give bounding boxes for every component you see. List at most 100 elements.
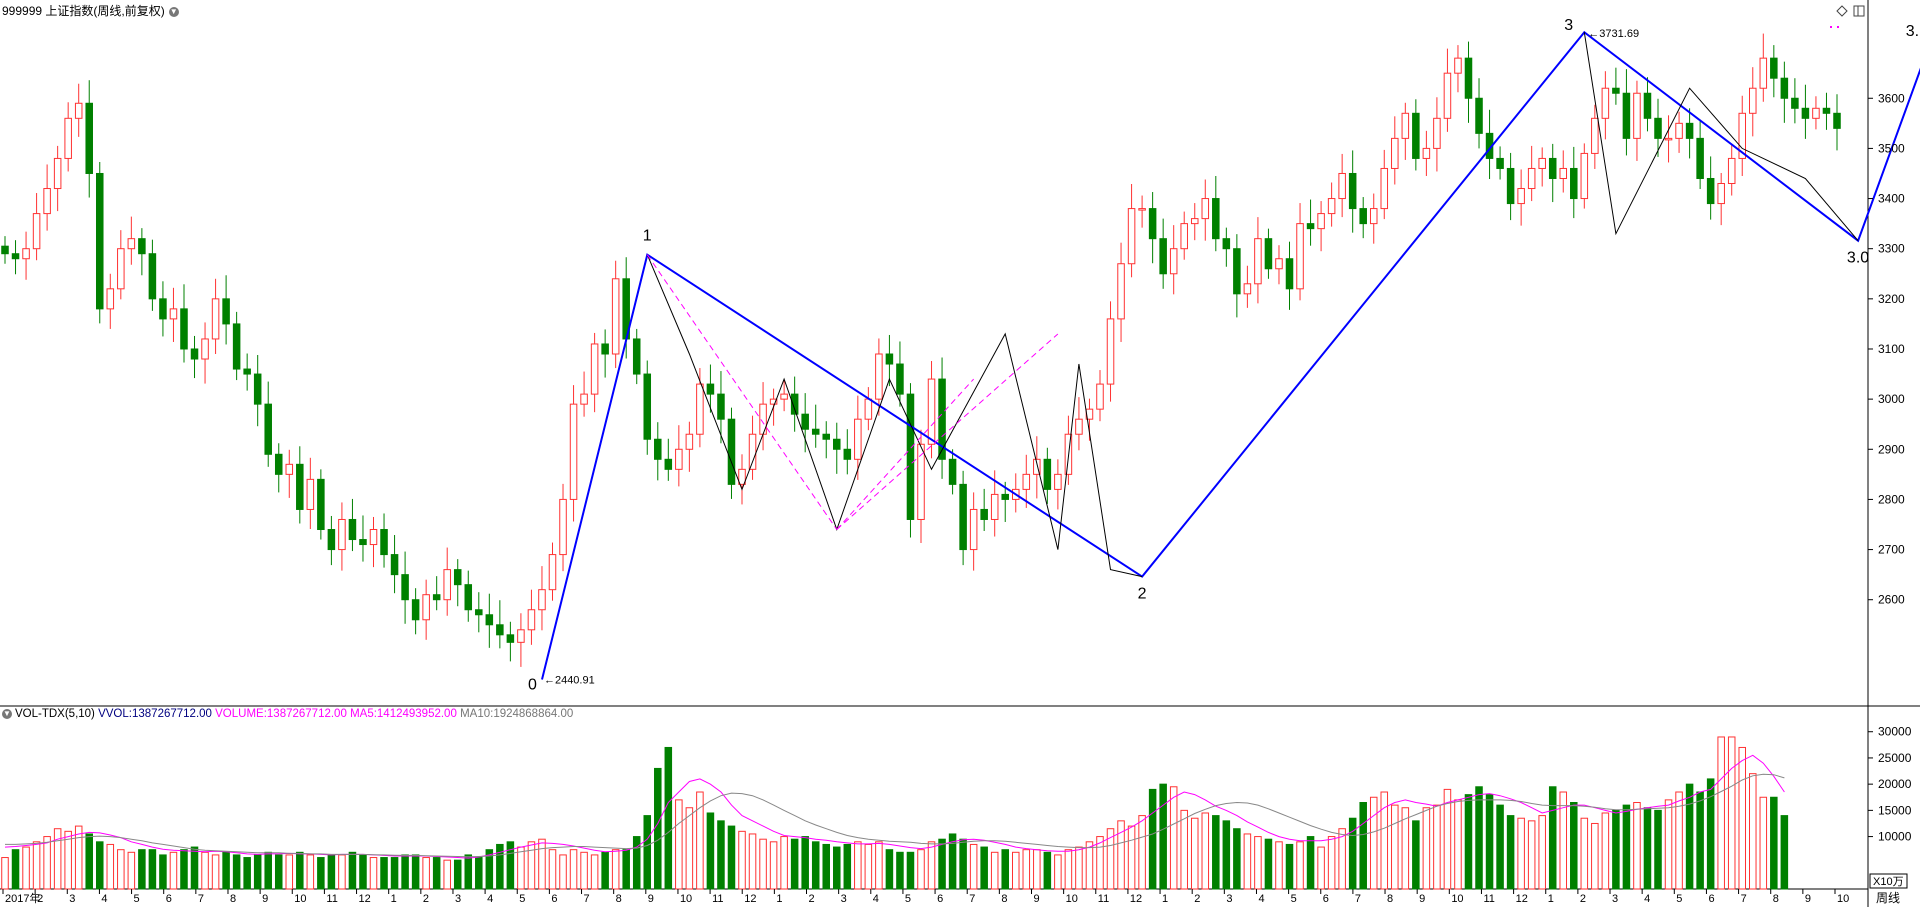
candle-body [1580, 152, 1589, 200]
candle-body [896, 363, 904, 395]
time-tick-label: 3 [455, 893, 461, 905]
volume-unit: X10万 [1873, 876, 1904, 888]
volume-bar [717, 820, 725, 890]
candle-body [1570, 167, 1578, 200]
candle-body [917, 443, 925, 520]
volume-bar [359, 854, 367, 890]
time-tick-label: 1 [391, 893, 397, 905]
time-tick-label: 6 [937, 893, 943, 905]
candle-body [159, 298, 167, 320]
candlesticks [1, 33, 1841, 667]
volume-bar [1306, 836, 1315, 890]
volume-bar [822, 843, 831, 890]
candle-body [1643, 92, 1652, 119]
volume-bar [1612, 809, 1620, 890]
price-tick-label: 2800 [1878, 492, 1905, 506]
vvol-value: 1387267712.00 [131, 708, 212, 720]
volume-bar [706, 812, 715, 890]
candle-body [1306, 223, 1315, 230]
vvol-label: VVOL: [98, 708, 132, 720]
ma5-value: 1412493952.00 [376, 708, 457, 720]
candle-body [517, 629, 525, 643]
candle-body [1222, 238, 1231, 250]
candle-body [1717, 183, 1725, 205]
candle-body [148, 253, 157, 300]
volume-bar [1254, 836, 1262, 890]
period-label[interactable]: 周线 [1876, 891, 1900, 905]
time-tick-label: 8 [230, 893, 236, 905]
volume-bar [1064, 849, 1073, 890]
candle-body [1738, 112, 1747, 159]
volume-bar [738, 830, 746, 890]
candle-body [85, 102, 93, 174]
volume-bar [1043, 851, 1052, 890]
candle-body [1412, 112, 1420, 159]
candle-body [643, 373, 652, 440]
time-tick-label: 6 [166, 893, 172, 905]
candle-body [1327, 198, 1336, 215]
volume-bar [1022, 849, 1031, 890]
candle-body [32, 213, 41, 250]
volume-bar [1548, 786, 1557, 890]
volume-header: ▼ VOL-TDX(5,10) VVOL:1387267712.00 VOLUME… [2, 708, 573, 720]
candle-body [327, 529, 336, 551]
chevron-down-icon[interactable]: ▼ [2, 708, 12, 719]
volume-bar [1664, 799, 1673, 890]
time-tick-label: 2 [423, 893, 429, 905]
candle-body [1548, 157, 1557, 179]
volume-bar [727, 825, 736, 890]
time-tick-label: 9 [1033, 893, 1039, 905]
volume-bar [1496, 804, 1504, 890]
time-tick-label: 5 [519, 893, 525, 905]
volume-bar [180, 849, 188, 890]
volume-bar [1369, 796, 1378, 890]
volume-bar [1338, 828, 1346, 890]
candle-body [1369, 208, 1378, 225]
candle-body [959, 483, 967, 551]
candle-body [717, 393, 725, 420]
volume-bar [559, 854, 567, 890]
candle-body [201, 338, 209, 360]
candle-body [843, 448, 852, 460]
time-tick-label: 3 [69, 893, 75, 905]
time-tick-label: 7 [198, 893, 204, 905]
volume-bar [380, 857, 388, 890]
volume-bar [601, 851, 609, 890]
candle-body [1706, 177, 1715, 205]
time-tick-label: 11 [1483, 893, 1494, 905]
volume-bar [1296, 841, 1304, 890]
time-tick-label: 9 [1419, 893, 1425, 905]
volume-bar [1464, 794, 1473, 890]
time-tick-label: 4 [101, 893, 107, 905]
volume-bar [464, 854, 473, 890]
time-tick-label: 6 [551, 893, 557, 905]
candle-body [1812, 107, 1820, 119]
chevron-down-icon[interactable]: ▼ [168, 6, 179, 17]
candle-body [759, 403, 767, 435]
volume-bar [843, 843, 852, 890]
volume-bar [32, 841, 41, 890]
candle-body [138, 238, 146, 255]
volume-bar [685, 807, 694, 890]
diamond-icon[interactable] [1836, 5, 1848, 17]
volume-bar [1359, 802, 1367, 890]
candle-body [938, 378, 946, 460]
volume-bar [443, 859, 451, 890]
volume-bar [1443, 788, 1452, 890]
volume-bar [1327, 836, 1336, 890]
volume-bar [1148, 788, 1157, 890]
candle-body [875, 353, 883, 400]
candle-body [1654, 117, 1662, 139]
candle-body [833, 438, 841, 450]
time-tick-label: 11 [326, 893, 337, 905]
candle-body [485, 614, 494, 626]
sub-wave-line [646, 254, 1143, 578]
volume-bar [948, 833, 957, 890]
candle-body [548, 554, 557, 591]
candle-body [1675, 122, 1683, 139]
time-tick-label: 12 [1130, 893, 1142, 905]
panel-toggle-icon[interactable] [1853, 5, 1865, 17]
